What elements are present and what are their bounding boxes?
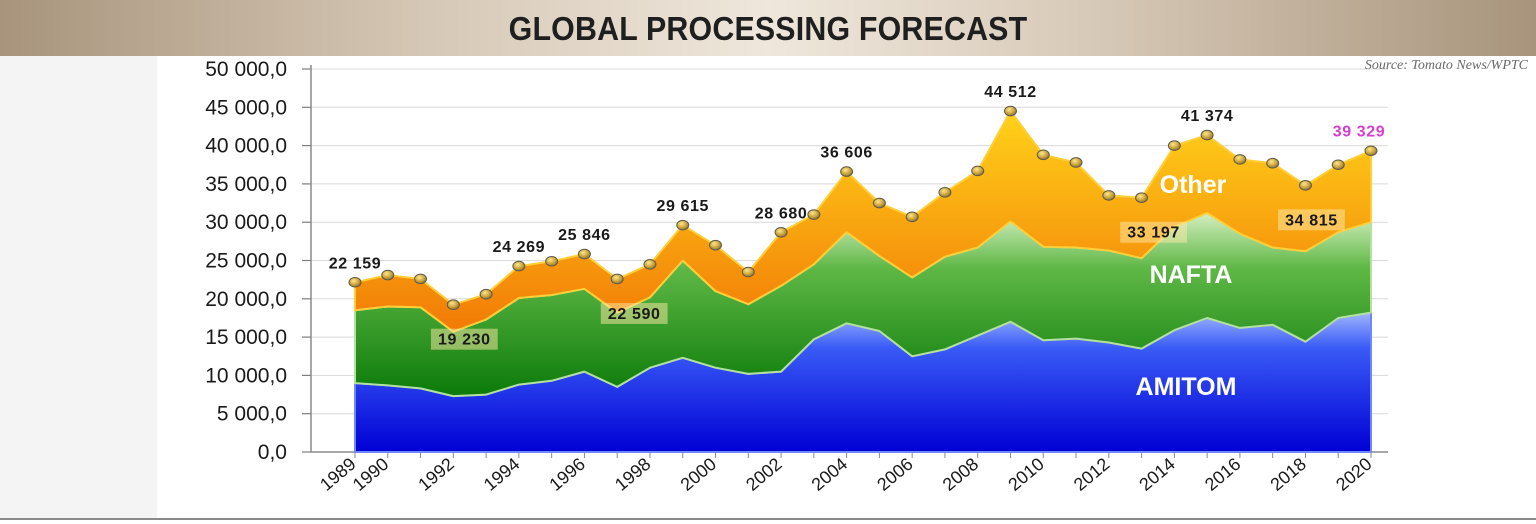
data-label: 33 197 xyxy=(1127,225,1180,242)
y-tick-label: 20 000,0 xyxy=(205,288,287,311)
total-marker xyxy=(610,273,624,285)
data-label: 39 329 xyxy=(1333,124,1386,141)
x-tick-label: 2004 xyxy=(808,454,852,495)
title-banner xyxy=(0,0,1536,56)
side-panel xyxy=(0,56,157,518)
y-tick-label: 40 000,0 xyxy=(205,135,287,158)
total-marker xyxy=(1266,157,1280,169)
y-tick-label: 35 000,0 xyxy=(205,173,287,196)
data-label: 22 159 xyxy=(329,255,382,272)
total-marker xyxy=(643,259,657,270)
y-tick-label: 50 000,0 xyxy=(205,58,287,81)
x-tick-label: 2008 xyxy=(939,454,983,495)
total-marker xyxy=(381,269,395,281)
area-label-amitom: AMITOM xyxy=(1136,373,1237,401)
total-marker xyxy=(872,197,886,209)
data-label: 36 606 xyxy=(820,145,873,162)
y-tick-label: 10 000,0 xyxy=(205,364,287,387)
area-label-other: Other xyxy=(1160,171,1227,199)
total-marker xyxy=(1003,105,1017,117)
data-label: 25 846 xyxy=(558,227,611,244)
total-marker xyxy=(807,209,821,220)
area-chart: 0,0 5 000,0 10 000,0 15 000,0 20 000,0 25 000… xyxy=(205,58,1388,495)
x-tick-label: 2012 xyxy=(1070,454,1114,495)
total-marker xyxy=(938,187,952,198)
data-label: 44 512 xyxy=(984,84,1037,101)
area-label-nafta: NAFTA xyxy=(1150,261,1233,289)
total-marker xyxy=(905,211,919,223)
total-marker xyxy=(446,299,460,310)
x-tick-label: 2010 xyxy=(1004,454,1048,495)
total-marker xyxy=(1331,159,1345,171)
source-note: Source: Tomato News/WPTC xyxy=(1364,58,1528,73)
total-marker xyxy=(1036,149,1050,161)
x-tick-label: 1992 xyxy=(414,454,458,495)
y-tick-label: 30 000,0 xyxy=(205,211,287,234)
total-marker xyxy=(1233,154,1247,165)
data-label: 19 230 xyxy=(438,332,491,349)
page-title: GLOBAL PROCESSING FORECAST xyxy=(508,10,1028,47)
x-tick-label: 1990 xyxy=(349,454,393,495)
x-tick-label: 1994 xyxy=(480,454,524,495)
total-marker xyxy=(348,276,362,288)
x-tick-label: 2006 xyxy=(873,454,917,495)
total-marker xyxy=(1200,129,1214,141)
x-tick-label: 2000 xyxy=(677,454,721,495)
data-label-bg xyxy=(430,328,498,350)
bottom-divider xyxy=(0,518,1536,520)
total-marker xyxy=(1364,145,1378,157)
total-marker xyxy=(709,239,723,251)
x-tick-label: 2016 xyxy=(1201,454,1245,495)
total-marker xyxy=(774,227,788,238)
data-label-bg xyxy=(600,302,668,324)
total-marker xyxy=(1102,190,1116,201)
total-marker xyxy=(545,255,559,267)
total-marker xyxy=(840,166,854,177)
y-tick-label: 25 000,0 xyxy=(205,250,287,273)
total-marker xyxy=(971,165,985,177)
data-label: 41 374 xyxy=(1181,108,1234,125)
x-tick-label: 1998 xyxy=(611,454,655,495)
total-marker xyxy=(1135,192,1149,204)
data-label-bg xyxy=(1278,209,1345,231)
total-marker xyxy=(512,260,526,272)
x-tick-label: 1996 xyxy=(545,454,589,495)
series-area-other xyxy=(354,110,1372,333)
data-label: 29 615 xyxy=(656,198,709,215)
data-label: 24 269 xyxy=(493,239,546,256)
total-marker xyxy=(1298,180,1312,191)
total-marker xyxy=(414,273,428,285)
y-tick-label: 15 000,0 xyxy=(205,326,287,349)
data-label: 34 815 xyxy=(1285,212,1338,229)
total-marker xyxy=(1167,140,1181,151)
x-tick-label: 2002 xyxy=(742,454,786,495)
x-tick-label: 1989 xyxy=(316,454,360,495)
total-marker xyxy=(1069,157,1083,168)
total-marker xyxy=(479,288,493,300)
data-label: 22 590 xyxy=(608,306,661,323)
y-tick-label: 0,0 xyxy=(258,441,287,464)
data-label: 28 680 xyxy=(755,205,808,222)
y-tick-label: 5 000,0 xyxy=(217,403,287,426)
total-marker xyxy=(577,248,591,260)
x-tick-label: 2020 xyxy=(1332,454,1376,495)
data-label-bg xyxy=(1120,221,1187,243)
x-tick-label: 2018 xyxy=(1266,454,1310,495)
total-marker xyxy=(676,219,690,231)
y-tick-label: 45 000,0 xyxy=(205,96,287,119)
total-marker xyxy=(741,266,755,278)
x-tick-label: 2014 xyxy=(1135,454,1179,495)
